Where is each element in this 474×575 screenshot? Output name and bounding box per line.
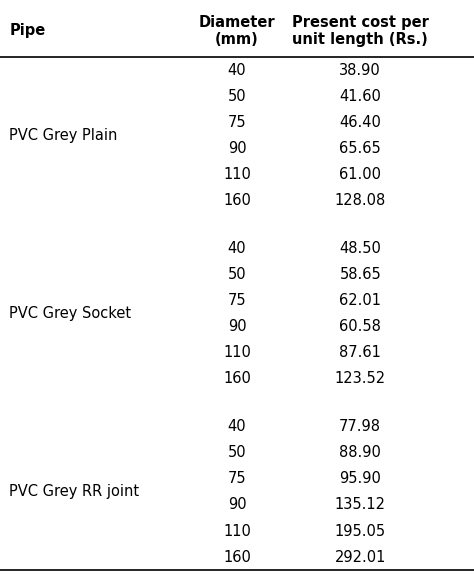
- Text: 90: 90: [228, 497, 246, 512]
- Text: 40: 40: [228, 419, 246, 434]
- Text: 50: 50: [228, 445, 246, 460]
- Text: 77.98: 77.98: [339, 419, 381, 434]
- Text: 123.52: 123.52: [335, 371, 386, 386]
- Text: 40: 40: [228, 63, 246, 78]
- Text: Diameter
(mm): Diameter (mm): [199, 15, 275, 47]
- Text: PVC Grey RR joint: PVC Grey RR joint: [9, 484, 140, 499]
- Text: PVC Grey Plain: PVC Grey Plain: [9, 128, 118, 143]
- Text: 58.65: 58.65: [339, 267, 381, 282]
- Text: 60.58: 60.58: [339, 319, 381, 334]
- Text: 110: 110: [223, 167, 251, 182]
- Text: 75: 75: [228, 293, 246, 308]
- Text: 160: 160: [223, 371, 251, 386]
- Text: 75: 75: [228, 472, 246, 486]
- Text: 88.90: 88.90: [339, 445, 381, 460]
- Text: 46.40: 46.40: [339, 115, 381, 130]
- Text: 62.01: 62.01: [339, 293, 381, 308]
- Text: Pipe: Pipe: [9, 24, 46, 39]
- Text: 41.60: 41.60: [339, 89, 381, 104]
- Text: 61.00: 61.00: [339, 167, 381, 182]
- Text: Present cost per
unit length (Rs.): Present cost per unit length (Rs.): [292, 15, 428, 47]
- Text: 292.01: 292.01: [335, 550, 386, 565]
- Text: 160: 160: [223, 550, 251, 565]
- Text: 38.90: 38.90: [339, 63, 381, 78]
- Text: PVC Grey Socket: PVC Grey Socket: [9, 306, 132, 321]
- Text: 110: 110: [223, 346, 251, 361]
- Text: 128.08: 128.08: [335, 193, 386, 208]
- Text: 50: 50: [228, 267, 246, 282]
- Text: 95.90: 95.90: [339, 472, 381, 486]
- Text: 75: 75: [228, 115, 246, 130]
- Text: 65.65: 65.65: [339, 141, 381, 156]
- Text: 90: 90: [228, 319, 246, 334]
- Text: 50: 50: [228, 89, 246, 104]
- Text: 110: 110: [223, 524, 251, 539]
- Text: 48.50: 48.50: [339, 241, 381, 256]
- Text: 90: 90: [228, 141, 246, 156]
- Text: 135.12: 135.12: [335, 497, 386, 512]
- Text: 40: 40: [228, 241, 246, 256]
- Text: 87.61: 87.61: [339, 346, 381, 361]
- Text: 195.05: 195.05: [335, 524, 386, 539]
- Text: 160: 160: [223, 193, 251, 208]
